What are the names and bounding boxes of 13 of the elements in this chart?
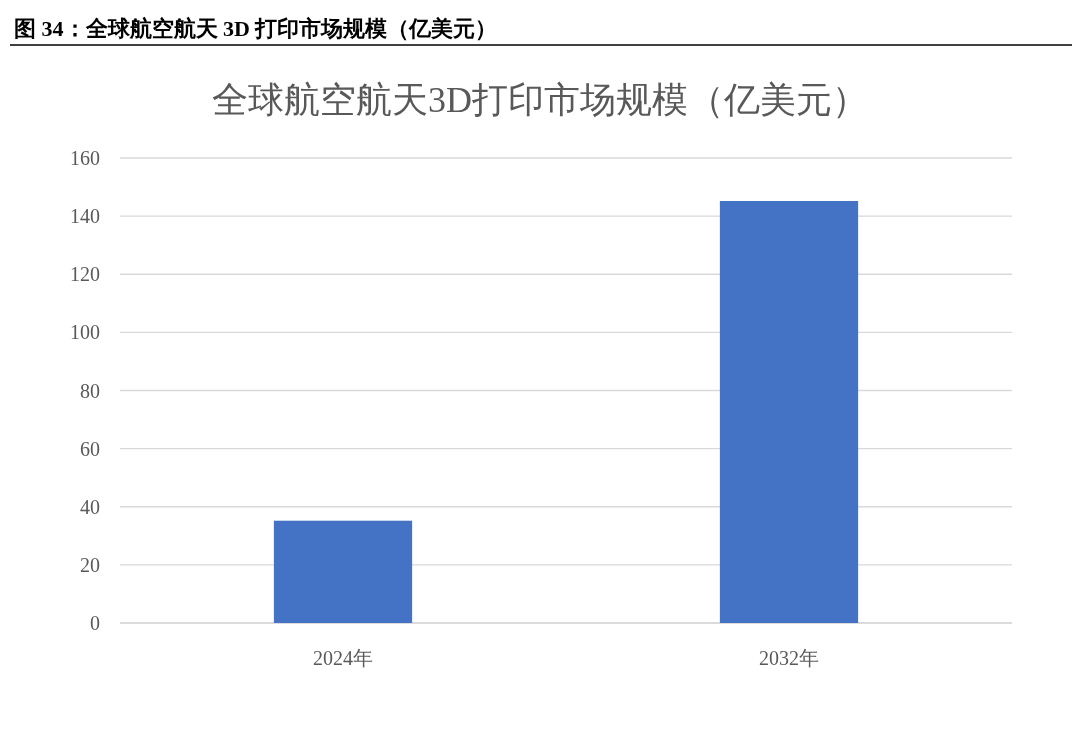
y-tick-label: 80 — [80, 379, 100, 402]
y-tick-label: 100 — [70, 321, 100, 344]
y-tick-label: 20 — [80, 553, 100, 576]
y-tick-label: 0 — [90, 612, 100, 634]
y-tick-label: 40 — [80, 495, 100, 518]
chart-subtitle: 全球航空航天3D打印市场规模（亿美元） — [212, 80, 868, 120]
y-tick-label: 160 — [70, 147, 100, 169]
chart-title: 图 34：全球航空航天 3D 打印市场规模（亿美元） — [14, 16, 498, 41]
y-tick-label: 60 — [80, 437, 100, 460]
y-tick-label: 140 — [70, 205, 100, 228]
x-tick-label: 2032年 — [759, 647, 819, 669]
x-tick-label: 2024年 — [313, 647, 373, 669]
y-tick-label: 120 — [70, 263, 100, 286]
